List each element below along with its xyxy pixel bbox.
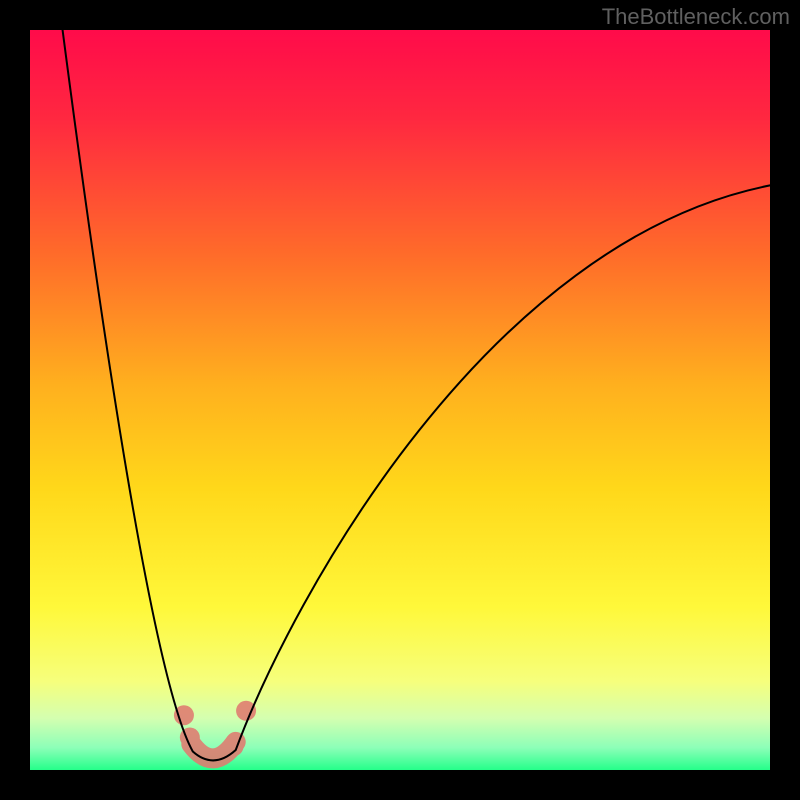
trough-dot-3 xyxy=(236,701,256,721)
bottleneck-chart-svg xyxy=(0,0,800,800)
plot-area xyxy=(30,30,770,770)
watermark-label: TheBottleneck.com xyxy=(602,4,790,30)
chart-stage: TheBottleneck.com xyxy=(0,0,800,800)
